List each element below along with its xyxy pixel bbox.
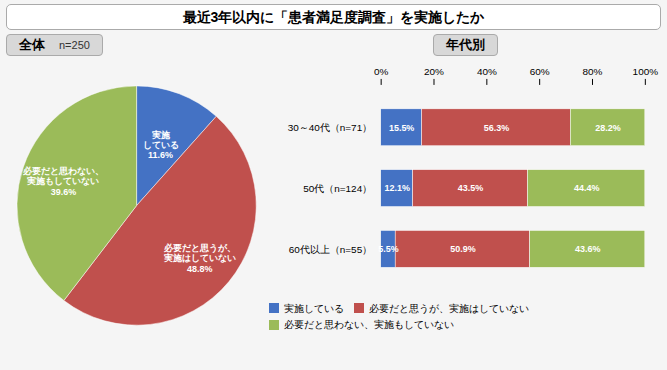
svg-text:0%: 0%	[374, 66, 389, 77]
svg-text:44.4%: 44.4%	[574, 183, 599, 193]
svg-text:50代（n=124）: 50代（n=124）	[303, 183, 372, 194]
svg-text:43.5%: 43.5%	[458, 183, 483, 193]
svg-text:12.1%: 12.1%	[385, 183, 410, 193]
svg-text:実施している11.6%: 実施している11.6%	[143, 130, 179, 161]
svg-text:50.9%: 50.9%	[450, 244, 475, 254]
svg-text:28.2%: 28.2%	[596, 123, 621, 133]
svg-text:20%: 20%	[424, 66, 444, 77]
html-text:n=250: n=250	[59, 39, 90, 51]
svg-text:30～40代（n=71）: 30～40代（n=71）	[288, 122, 373, 133]
html-text:最近3年以内に「患者満足度調査」を実施したか: 最近3年以内に「患者満足度調査」を実施したか	[182, 9, 485, 25]
html-text:実施している: 実施している	[284, 301, 345, 315]
svg-text:43.6%: 43.6%	[575, 244, 600, 254]
html-text:必要だと思うが、実施はしていない: 必要だと思うが、実施はしていない	[369, 301, 530, 315]
svg-text:40%: 40%	[477, 66, 497, 77]
html-text:必要だと思わない、実施もしていない: 必要だと思わない、実施もしていない	[284, 317, 455, 332]
svg-text:56.3%: 56.3%	[484, 123, 509, 133]
svg-text:必要だと思うが、実施はしていない48.8%: 必要だと思うが、実施はしていない48.8%	[163, 243, 236, 274]
svg-text:60%: 60%	[530, 66, 550, 77]
svg-text:必要だと思わない、実施もしていない39.6%: 必要だと思わない、実施もしていない39.6%	[22, 166, 104, 197]
svg-text:60代以上（n=55）: 60代以上（n=55）	[289, 244, 373, 255]
svg-text:5.5%: 5.5%	[378, 244, 398, 254]
svg-text:100%: 100%	[633, 66, 659, 77]
html-text:全体: 全体	[19, 37, 45, 52]
html-text:年代別: 年代別	[445, 37, 485, 52]
svg-text:80%: 80%	[583, 66, 603, 77]
svg-text:15.5%: 15.5%	[389, 123, 414, 133]
